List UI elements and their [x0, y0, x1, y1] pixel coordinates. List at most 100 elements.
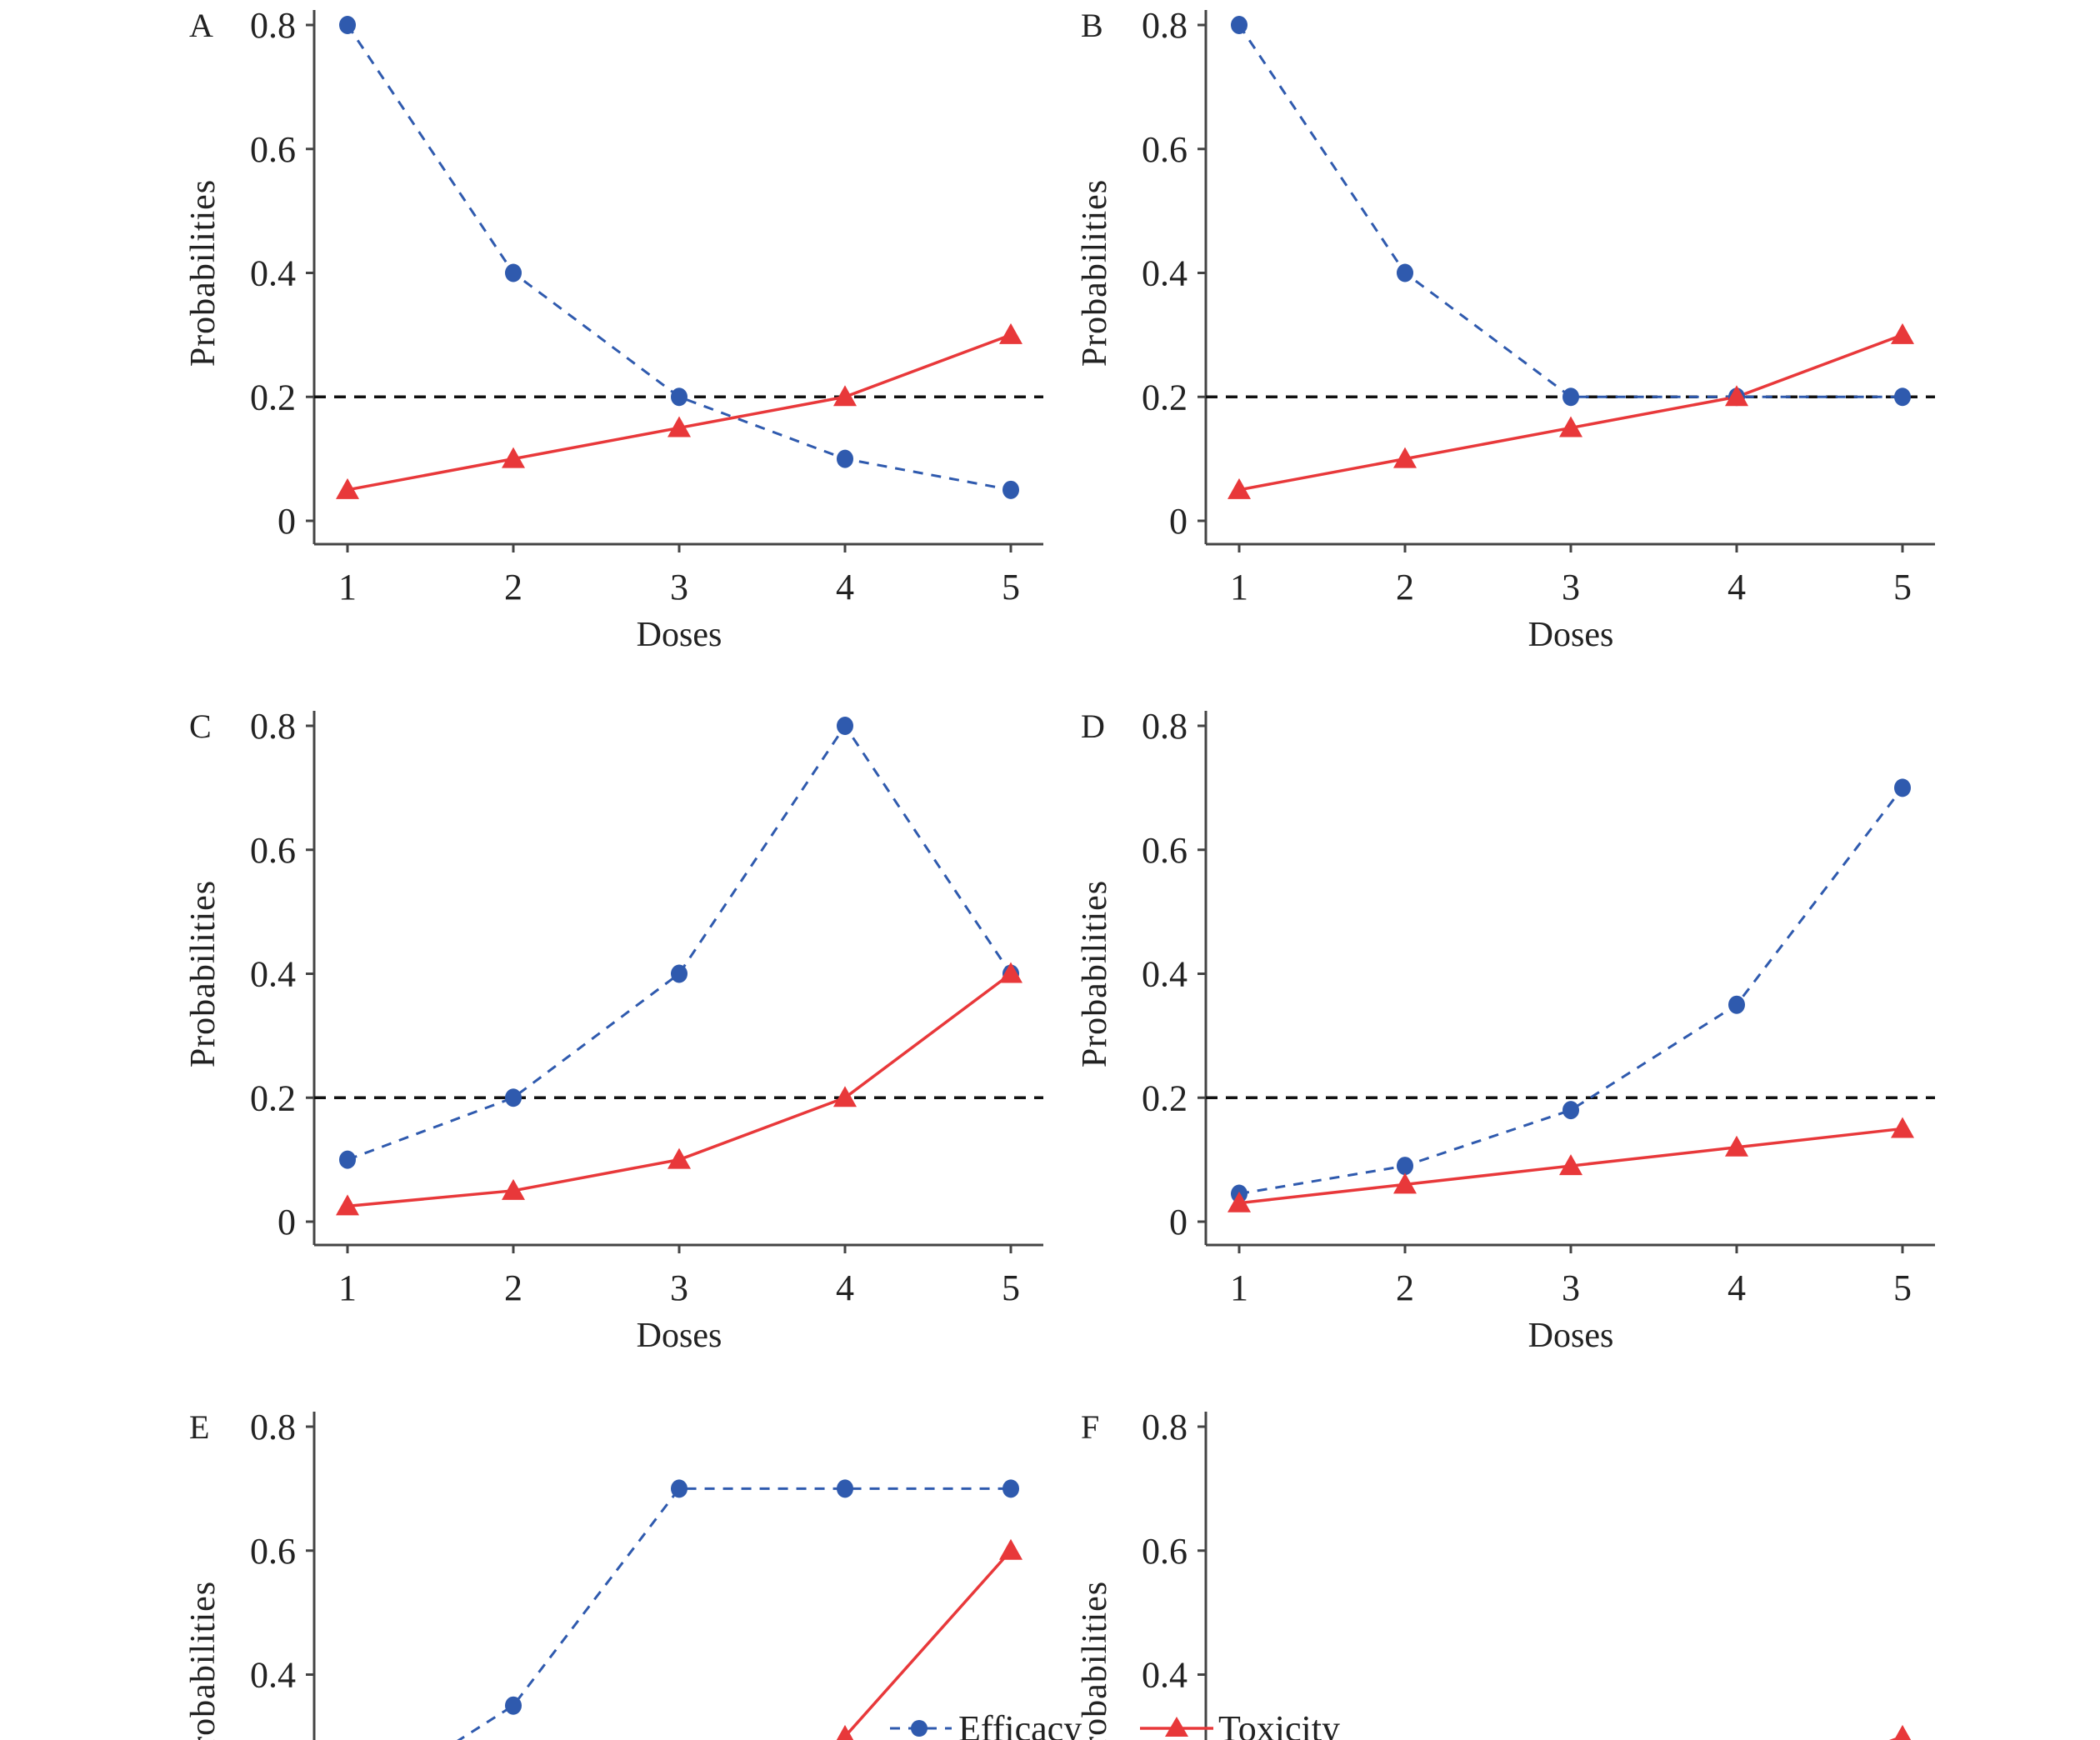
- y-tick-label: 0: [1169, 1202, 1188, 1242]
- data-point-efficacy: [505, 1088, 522, 1108]
- data-point-efficacy: [671, 964, 688, 983]
- y-axis-title: Probabilities: [1076, 1581, 1114, 1740]
- series-line-efficacy: [346, 24, 1012, 492]
- data-point-toxicity: [1559, 416, 1582, 438]
- x-tick-label: 1: [1230, 1268, 1248, 1308]
- data-point-efficacy: [1562, 388, 1579, 407]
- data-point-efficacy: [339, 16, 356, 34]
- y-tick-label: 0.8: [250, 1407, 296, 1448]
- legend-item-toxicity: Toxicity: [1140, 1708, 1340, 1740]
- x-tick-label: 3: [1562, 1268, 1580, 1308]
- y-tick-label: 0.8: [1142, 5, 1188, 46]
- y-tick-label: 0.4: [1142, 1655, 1188, 1696]
- data-point-toxicity: [1725, 1135, 1748, 1157]
- series-line-efficacy: [457, 1487, 1011, 1740]
- y-axis-title: Probabilities: [184, 1581, 222, 1740]
- panel-d: D 0 0.2 0.4 0.6 0.8 1 2 3 4 5 Doses Probabilities: [1076, 706, 1935, 1355]
- y-tick-label: 0.6: [1142, 1531, 1188, 1572]
- data-point-efficacy: [1728, 995, 1745, 1014]
- x-tick-label: 5: [1002, 1268, 1020, 1308]
- data-point-efficacy: [505, 263, 522, 282]
- data-point-efficacy: [1562, 1101, 1579, 1120]
- data-point-toxicity: [1393, 1172, 1417, 1194]
- data-point-toxicity: [1891, 322, 1914, 344]
- y-tick-label: 0.6: [250, 830, 296, 871]
- data-point-efficacy: [1002, 1479, 1019, 1498]
- panel-letter: B: [1081, 7, 1103, 44]
- x-tick-label: 2: [504, 1268, 522, 1308]
- y-tick-label: 0.2: [1142, 1078, 1188, 1118]
- x-tick-label: 5: [1893, 1268, 1912, 1308]
- data-point-efficacy: [339, 1150, 356, 1169]
- series-line-efficacy: [1238, 787, 1904, 1196]
- y-axis-title: Probabilities: [184, 880, 222, 1068]
- data-point-efficacy: [1397, 1157, 1413, 1176]
- x-tick-label: 4: [1728, 1268, 1746, 1308]
- data-point-toxicity: [502, 1178, 525, 1200]
- y-tick-label: 0.8: [1142, 1407, 1188, 1448]
- data-point-toxicity: [836, 1724, 854, 1740]
- series-line-toxicity: [347, 972, 1012, 1208]
- series-line-efficacy: [347, 723, 1012, 1162]
- x-tick-label: 2: [1396, 1268, 1414, 1308]
- data-point-toxicity: [1559, 1154, 1582, 1176]
- series-line-toxicity: [838, 1549, 1012, 1740]
- x-tick-label: 5: [1002, 567, 1020, 608]
- y-tick-label: 0.6: [250, 129, 296, 170]
- x-axis-title: Doses: [637, 616, 722, 654]
- y-tick-label: 0.2: [1142, 377, 1188, 418]
- data-point-toxicity: [1893, 1724, 1912, 1740]
- panel-letter: C: [189, 708, 212, 745]
- y-axis-title: Probabilities: [184, 179, 222, 367]
- data-point-toxicity: [999, 322, 1022, 344]
- panel-a: A 0 0.2 0.4 0.6 0.8 1 2 3 4 5 Doses Probabilities: [184, 5, 1043, 654]
- data-point-toxicity: [502, 447, 525, 468]
- x-tick-label: 4: [1728, 567, 1746, 608]
- legend: Efficacy Toxicity: [890, 1708, 1340, 1740]
- y-tick-label: 0.4: [1142, 253, 1188, 294]
- data-point-efficacy: [837, 1479, 853, 1498]
- data-point-efficacy: [1002, 480, 1019, 499]
- legend-efficacy-marker-icon: [911, 1720, 928, 1737]
- data-point-efficacy: [837, 449, 853, 468]
- x-tick-label: 3: [1562, 567, 1580, 608]
- y-tick-label: 0: [278, 1202, 296, 1242]
- data-point-toxicity: [336, 1194, 359, 1216]
- data-point-toxicity: [999, 1538, 1022, 1560]
- x-tick-label: 1: [338, 1268, 357, 1308]
- data-point-toxicity: [668, 416, 691, 438]
- x-tick-label: 2: [504, 567, 522, 608]
- y-tick-label: 0.4: [1142, 954, 1188, 995]
- panel-letter: F: [1081, 1408, 1099, 1446]
- data-point-toxicity: [1891, 1117, 1914, 1138]
- y-tick-label: 0.6: [1142, 129, 1188, 170]
- x-tick-label: 4: [836, 567, 854, 608]
- data-point-toxicity: [833, 385, 857, 407]
- y-tick-label: 0.6: [1142, 830, 1188, 871]
- panel-letter: D: [1081, 708, 1105, 745]
- data-point-efficacy: [1231, 16, 1248, 34]
- y-tick-label: 0.8: [250, 706, 296, 747]
- data-point-toxicity: [668, 1148, 691, 1169]
- x-tick-label: 5: [1893, 567, 1912, 608]
- y-tick-label: 0.4: [250, 1655, 296, 1696]
- series-line-efficacy: [1238, 24, 1902, 398]
- legend-item-efficacy: Efficacy: [890, 1708, 1082, 1740]
- x-axis-title: Doses: [1528, 616, 1614, 654]
- data-point-toxicity: [1228, 1191, 1251, 1212]
- x-tick-label: 4: [836, 1268, 854, 1308]
- legend-efficacy-label: Efficacy: [958, 1708, 1082, 1740]
- y-tick-label: 0.8: [1142, 706, 1188, 747]
- y-tick-label: 0: [1169, 501, 1188, 542]
- y-tick-label: 0.6: [250, 1531, 296, 1572]
- data-point-toxicity: [1393, 447, 1417, 468]
- data-point-toxicity: [1725, 385, 1748, 407]
- x-axis-title: Doses: [637, 1317, 722, 1355]
- x-tick-label: 3: [670, 1268, 688, 1308]
- series-line-toxicity: [1238, 333, 1903, 492]
- data-point-toxicity: [336, 478, 359, 499]
- y-tick-label: 0.2: [250, 1078, 296, 1118]
